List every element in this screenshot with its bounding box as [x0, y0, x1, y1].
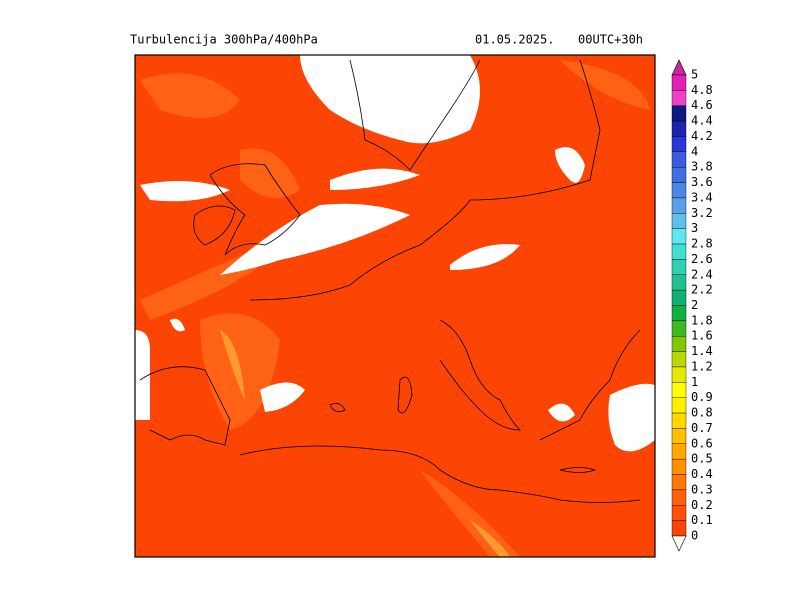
map-frame: [134, 54, 656, 558]
colorbar-label: 3.8: [691, 160, 713, 174]
colorbar-box: [671, 397, 687, 414]
colorbar-label: 0.2: [691, 498, 713, 512]
colorbar-label: 0.8: [691, 406, 713, 420]
colorbar-label: 1.6: [691, 329, 713, 343]
colorbar-box: [671, 90, 687, 106]
colorbar-label: 0.9: [691, 390, 713, 404]
colorbar-box: [671, 489, 687, 506]
colorbar-box: [671, 382, 687, 398]
colorbar-box: [671, 151, 687, 168]
colorbar-label: 2.8: [691, 237, 713, 251]
colorbar-box: [671, 228, 687, 245]
colorbar-box: [671, 120, 687, 137]
colorbar-box: [671, 74, 687, 91]
colorbar-label: 3: [691, 221, 698, 235]
colorbar-box: [671, 197, 687, 214]
colorbar-box: [671, 351, 687, 368]
coastlines: [139, 59, 641, 503]
yellow-streaks: [220, 330, 510, 557]
colorbar-box: [671, 182, 687, 199]
colorbar-label: 0: [691, 529, 698, 543]
colorbar-label: 0.6: [691, 436, 713, 450]
colorbar-label: 1.4: [691, 344, 713, 358]
colorbar-box: [671, 274, 687, 291]
colorbar-label: 2.6: [691, 252, 713, 266]
title: Turbulencija 300hPa/400hPa: [130, 33, 318, 47]
colorbar-label: 2.2: [691, 283, 713, 297]
colorbar-box: [671, 458, 687, 475]
colorbar-label: 0.7: [691, 421, 713, 435]
colorbar-label: 1: [691, 375, 698, 389]
colorbar-label: 0.1: [691, 513, 713, 527]
colorbar-box: [671, 105, 687, 122]
colorbar-label: 3.2: [691, 206, 713, 220]
colorbar-box: [671, 443, 687, 460]
colorbar-label: 5: [691, 68, 698, 82]
colorbar-label: 4.6: [691, 98, 713, 112]
colorbar-label: 0.4: [691, 467, 713, 481]
colorbar-box: [671, 166, 687, 183]
colorbar-triangle: [671, 59, 687, 76]
colorbar-label: 0.3: [691, 482, 713, 496]
forecast-run: 00UTC+30h: [578, 33, 643, 47]
colorbar-box: [671, 505, 687, 521]
white-areas: [135, 55, 655, 452]
colorbar-label: 3.6: [691, 175, 713, 189]
colorbar-box: [671, 320, 687, 337]
colorbar-box: [671, 366, 687, 383]
colorbar: 54.84.6 4.44.24 3.83.63.4 3.23 2.82.62.4 2.22…: [671, 59, 713, 552]
colorbar-triangle: [671, 535, 687, 552]
colorbar-label: 1.8: [691, 313, 713, 327]
colorbar-box: [671, 428, 687, 444]
date: 01.05.2025.: [475, 33, 554, 47]
colorbar-label: 4: [691, 144, 698, 158]
colorbar-box: [671, 412, 687, 429]
colorbar-label: 2: [691, 298, 698, 312]
map: [134, 54, 656, 558]
colorbar-box: [671, 213, 687, 229]
colorbar-label: 2.4: [691, 267, 713, 281]
colorbar-label: 4.2: [691, 129, 713, 143]
colorbar-label: 4.8: [691, 83, 713, 97]
colorbar-box: [671, 336, 687, 352]
colorbar-label: 0.5: [691, 452, 713, 466]
colorbar-box: [671, 289, 687, 306]
colorbar-box: [671, 474, 687, 491]
colorbar-box: [671, 136, 687, 153]
colorbar-box: [671, 259, 687, 275]
colorbar-label: 4.4: [691, 114, 713, 128]
colorbar-label: 3.4: [691, 190, 713, 204]
colorbar-box: [671, 520, 687, 537]
colorbar-box: [671, 305, 687, 322]
colorbar-label: 1.2: [691, 359, 713, 373]
colorbar-box: [671, 243, 687, 260]
